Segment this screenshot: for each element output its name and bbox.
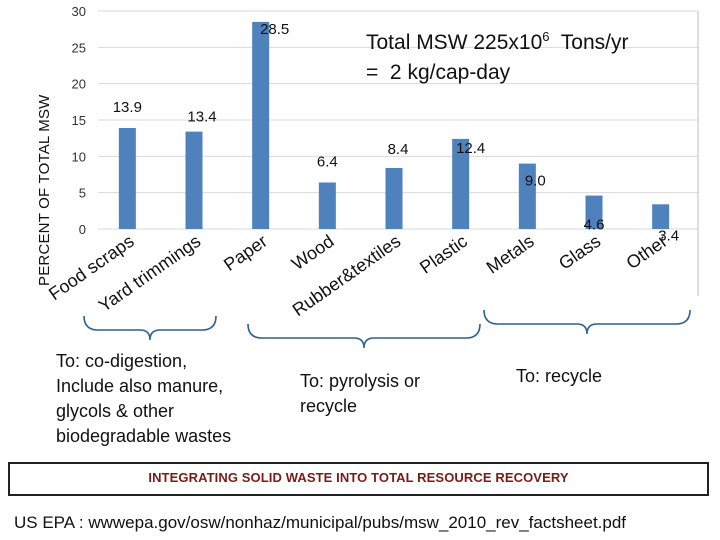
bar-plastic <box>452 138 470 229</box>
y-tick-label: 30 <box>72 4 86 19</box>
data-labels: 13.9 13.4 28.5 6.4 8.4 12.4 9.0 4.6 3.4 <box>113 21 679 244</box>
category-label: Plastic <box>416 231 471 278</box>
bar-metals <box>518 163 536 229</box>
banner-text: INTEGRATING SOLID WASTE INTO TOTAL RESOU… <box>148 470 569 485</box>
source-citation: US EPA : wwwepa.gov/osw/nonhaz/municipal… <box>14 513 627 532</box>
data-label: 4.6 <box>584 217 605 234</box>
title-line-1: Total MSW 225x106 Tons/yr <box>366 29 629 54</box>
y-tick-label: 25 <box>72 40 86 55</box>
y-tick-label: 10 <box>72 149 86 164</box>
y-tick-label: 15 <box>72 113 86 128</box>
data-label: 13.4 <box>187 109 216 126</box>
data-label: 8.4 <box>388 141 409 158</box>
category-label: Paper <box>220 231 271 275</box>
resource-recovery-banner: INTEGRATING SOLID WASTE INTO TOTAL RESOU… <box>8 462 709 496</box>
group-note-recycle: To: recycle <box>516 366 603 386</box>
title-line-2: = 2 kg/cap-day <box>366 61 511 84</box>
group-note-co-digestion: To: co-digestion, Include also manure, g… <box>56 351 232 446</box>
y-tick-labels: 0 5 10 15 20 25 30 <box>72 4 86 237</box>
data-label: 6.4 <box>317 153 338 170</box>
category-label: Wood <box>288 231 338 274</box>
group-brace-3 <box>483 309 691 335</box>
data-label: 13.9 <box>113 99 142 116</box>
y-tick-label: 0 <box>79 222 86 237</box>
group-brace-2 <box>247 323 481 349</box>
group-brace-1 <box>83 315 217 341</box>
bar-wood <box>318 182 336 229</box>
data-label: 12.4 <box>456 140 485 157</box>
group-note-pyrolysis: To: pyrolysis or recycle <box>300 371 421 416</box>
category-label: Glass <box>555 231 604 274</box>
group-brackets <box>83 309 691 349</box>
bar-paper <box>252 21 270 230</box>
y-tick-label: 20 <box>72 77 86 92</box>
bars <box>118 21 670 230</box>
data-label: 3.4 <box>658 227 679 244</box>
y-axis-label: PERCENT OF TOTAL MSW <box>36 94 53 286</box>
data-label: 28.5 <box>260 21 289 38</box>
category-label: Metals <box>483 231 538 278</box>
bar-rubber-textiles <box>385 167 403 229</box>
bar-yard-trimmings <box>185 131 203 229</box>
data-label: 9.0 <box>525 173 546 190</box>
bar-other <box>652 204 670 229</box>
bar-food-scraps <box>118 127 136 229</box>
y-tick-label: 5 <box>79 186 86 201</box>
category-label: Other <box>623 231 671 273</box>
chart-title: Total MSW 225x106 Tons/yr = 2 kg/cap-day <box>366 22 628 88</box>
bar-glass <box>585 195 603 229</box>
